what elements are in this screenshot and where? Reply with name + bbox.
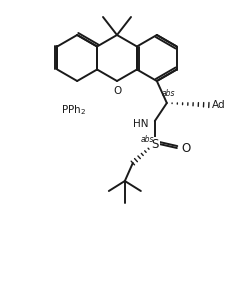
Text: O: O <box>113 86 121 96</box>
Text: S: S <box>151 138 158 151</box>
Text: HN: HN <box>133 119 149 129</box>
Text: abs: abs <box>162 89 175 98</box>
Text: abs: abs <box>141 135 154 144</box>
Text: O: O <box>182 142 191 155</box>
Text: PPh$_2$: PPh$_2$ <box>61 103 86 117</box>
Text: Ad: Ad <box>212 100 226 110</box>
